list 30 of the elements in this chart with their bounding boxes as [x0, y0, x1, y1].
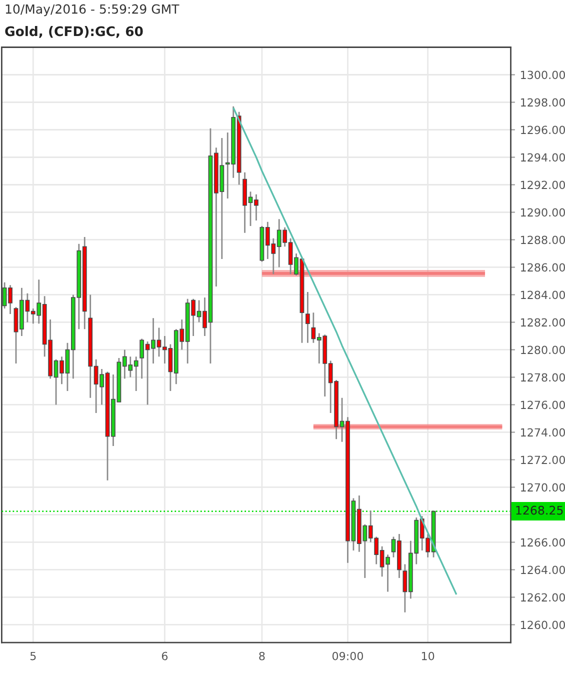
y-tick-label: 1288.00 [521, 236, 565, 244]
y-tick-label: 1280.00 [521, 346, 565, 354]
y-tick-label: 1292.00 [521, 180, 565, 190]
x-tick-label: 6 [162, 652, 168, 660]
y-tick-label: 1298.00 [521, 98, 565, 107]
x-tick-label: 5 [30, 652, 36, 660]
y-tick-label: 1276.00 [521, 400, 565, 410]
y-tick-label: 1278.00 [521, 373, 565, 382]
y-tick-label: 1284.00 [521, 290, 565, 300]
candlestick [306, 291, 310, 344]
y-tick-label: 1272.00 [521, 456, 565, 464]
y-tick-label: 1290.00 [521, 208, 565, 217]
x-tick-label: 10 [422, 652, 434, 660]
y-tick-label: 1296.00 [521, 126, 565, 134]
y-tick-label: 1282.00 [521, 318, 565, 327]
y-tick-label: 1264.00 [521, 566, 565, 574]
y-tick-label: 1266.00 [521, 538, 565, 547]
text: 10/May/2016 - 5:59:29 GMT [6, 4, 180, 16]
chart-title: Gold, (CFD):GC, 60 [5, 26, 143, 38]
y-tick-label: 1270.00 [521, 483, 565, 492]
x-tick-label: 09:00 [332, 652, 364, 660]
y-tick-label: 1300.00 [521, 70, 565, 80]
y-tick-label: 1274.00 [521, 428, 565, 437]
y-tick-label: 1262.00 [521, 593, 565, 602]
x-tick-label: 8 [259, 652, 265, 660]
y-tick-label: 1294.00 [521, 153, 565, 162]
ref-line-label: 1268.25 [516, 506, 563, 515]
y-tick-label: 1286.00 [521, 263, 565, 272]
y-tick-label: 1260.00 [521, 620, 565, 630]
line-series [232, 106, 458, 596]
